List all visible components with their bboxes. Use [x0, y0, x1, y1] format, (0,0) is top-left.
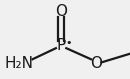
Text: P: P [56, 38, 66, 53]
Text: O: O [90, 56, 102, 71]
Text: O: O [55, 4, 67, 19]
Text: •: • [65, 38, 72, 48]
Text: H₂N: H₂N [5, 56, 34, 71]
